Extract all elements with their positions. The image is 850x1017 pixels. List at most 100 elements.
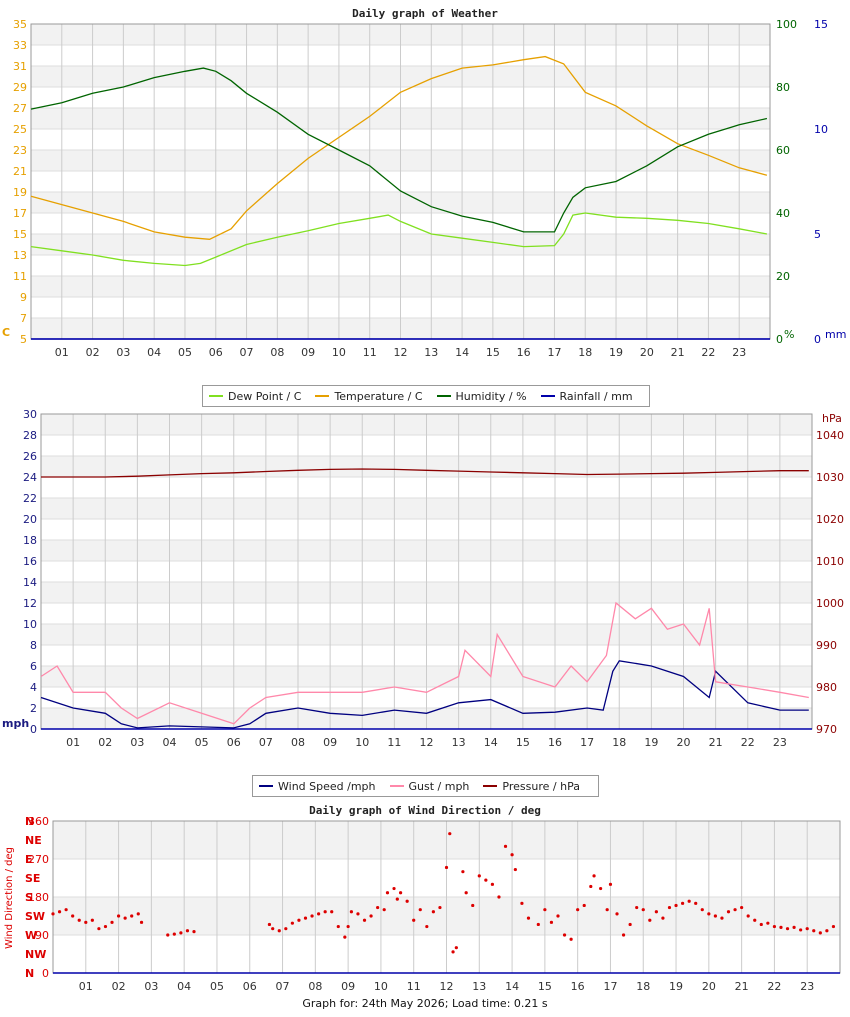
y-left-unit: C bbox=[2, 326, 10, 339]
y-left-tick-label: 4 bbox=[30, 681, 37, 694]
y-right2-unit: mm bbox=[825, 328, 846, 341]
wind-direction-point bbox=[297, 918, 301, 922]
y-left-tick-label: 30 bbox=[23, 408, 37, 421]
wind-direction-point bbox=[412, 918, 416, 922]
wind-direction-point bbox=[461, 870, 465, 874]
wind-direction-axis-label: Wind Direction / deg bbox=[4, 847, 15, 949]
wind-direction-point bbox=[628, 922, 632, 927]
hour-tick-label: 20 bbox=[702, 980, 716, 993]
wind-direction-point bbox=[123, 916, 127, 920]
hour-tick-label: 02 bbox=[86, 346, 100, 359]
wind-direction-point bbox=[71, 914, 75, 918]
y-left-tick-label: 5 bbox=[20, 333, 27, 346]
wind-direction-point bbox=[471, 903, 475, 908]
wind-direction-point bbox=[746, 914, 750, 918]
hour-tick-label: 18 bbox=[636, 980, 650, 993]
wind-direction-point bbox=[687, 899, 691, 903]
wind-direction-point bbox=[543, 908, 547, 912]
wind-direction-point bbox=[641, 908, 645, 912]
y-right-tick-label: 5 bbox=[814, 228, 821, 241]
wind-direction-point bbox=[385, 891, 390, 895]
wind-direction-point bbox=[454, 946, 458, 950]
hour-tick-label: 05 bbox=[210, 980, 224, 993]
wind-direction-point bbox=[562, 933, 567, 937]
wind-direction-point bbox=[464, 891, 468, 895]
hour-tick-label: 23 bbox=[732, 346, 746, 359]
wind-direction-point bbox=[317, 912, 321, 916]
pressure-hpa-line bbox=[41, 468, 809, 478]
wind-speed-mph-line bbox=[40, 660, 809, 729]
hour-tick-label: 09 bbox=[323, 736, 337, 749]
y-right-tick-label: 40 bbox=[776, 207, 790, 220]
y-left-tick-label: 7 bbox=[20, 312, 27, 325]
wind-direction-point bbox=[497, 895, 501, 899]
wind-direction-point bbox=[513, 867, 517, 872]
wind-direction-point bbox=[398, 891, 403, 895]
y-left-tick-label: 10 bbox=[23, 618, 37, 631]
wind-direction-point bbox=[549, 920, 554, 924]
y-right-tick-label: 0 bbox=[776, 333, 783, 346]
hour-tick-label: 22 bbox=[701, 346, 715, 359]
wind-direction-point bbox=[192, 930, 196, 934]
wind-direction-point bbox=[139, 920, 144, 924]
wind-direction-point bbox=[97, 927, 101, 931]
wind-direction-point bbox=[599, 886, 603, 891]
y-left-tick-label: 90 bbox=[35, 929, 49, 942]
y-left-tick-label: 18 bbox=[23, 534, 37, 547]
y-left-tick-label: 24 bbox=[23, 471, 37, 484]
wind-direction-point bbox=[694, 901, 698, 905]
wind-direction-point bbox=[369, 914, 373, 918]
hour-tick-label: 19 bbox=[669, 980, 683, 993]
wind-direction-point bbox=[172, 932, 176, 936]
compass-label: SW bbox=[25, 910, 45, 923]
legend-temperature: Temperature / C bbox=[315, 390, 423, 403]
weather-legend: Dew Point / C Temperature / C Humidity /… bbox=[202, 385, 650, 407]
wind-direction-point bbox=[484, 878, 488, 882]
wind-direction-point bbox=[166, 933, 170, 937]
wind-direction-point bbox=[526, 916, 531, 920]
wind-direction-point bbox=[51, 912, 55, 916]
wind-direction-point bbox=[700, 908, 704, 912]
wind-direction-point bbox=[284, 927, 288, 931]
y-left-tick-label: 29 bbox=[13, 81, 27, 94]
wind-direction-point bbox=[84, 920, 88, 924]
compass-label: W bbox=[25, 929, 37, 942]
hour-tick-label: 15 bbox=[516, 736, 530, 749]
wind-direction-point bbox=[90, 918, 94, 922]
wind-direction-point bbox=[425, 924, 429, 929]
wind-direction-point bbox=[520, 901, 524, 905]
compass-label: E bbox=[25, 853, 33, 866]
wind-direction-point bbox=[376, 905, 380, 910]
y-right-tick-label: 1000 bbox=[816, 597, 844, 610]
wind-direction-point bbox=[576, 908, 580, 912]
hour-tick-label: 21 bbox=[735, 980, 749, 993]
hour-tick-label: 07 bbox=[259, 736, 273, 749]
hour-tick-label: 18 bbox=[612, 736, 626, 749]
wind-direction-point bbox=[589, 884, 593, 889]
hour-tick-label: 09 bbox=[301, 346, 315, 359]
hour-tick-label: 04 bbox=[147, 346, 161, 359]
compass-label: N bbox=[25, 815, 34, 828]
y-right-tick-label: 1040 bbox=[816, 429, 844, 442]
y-left-tick-label: 26 bbox=[23, 450, 37, 463]
hour-tick-label: 12 bbox=[440, 980, 454, 993]
wind-direction-point bbox=[303, 916, 308, 920]
wind-direction-point bbox=[490, 882, 495, 886]
hour-tick-label: 04 bbox=[177, 980, 191, 993]
y-right-tick-label: 20 bbox=[776, 270, 790, 283]
wind-direction-point bbox=[77, 918, 81, 922]
hour-tick-label: 10 bbox=[374, 980, 388, 993]
hour-tick-label: 16 bbox=[548, 736, 562, 749]
wind-direction-point bbox=[759, 922, 763, 927]
y-left-tick-label: 360 bbox=[28, 815, 49, 828]
wind-direction-point bbox=[825, 929, 829, 933]
hour-tick-label: 11 bbox=[407, 980, 421, 993]
hour-tick-label: 13 bbox=[424, 346, 438, 359]
y-left-tick-label: 180 bbox=[28, 891, 49, 904]
wind-direction-point bbox=[57, 910, 62, 914]
wind-direction-point bbox=[569, 937, 573, 941]
y-left-tick-label: 14 bbox=[23, 576, 37, 589]
legend-rainfall: Rainfall / mm bbox=[540, 390, 633, 403]
y-left-tick-label: 0 bbox=[42, 967, 49, 980]
hour-tick-label: 06 bbox=[209, 346, 223, 359]
